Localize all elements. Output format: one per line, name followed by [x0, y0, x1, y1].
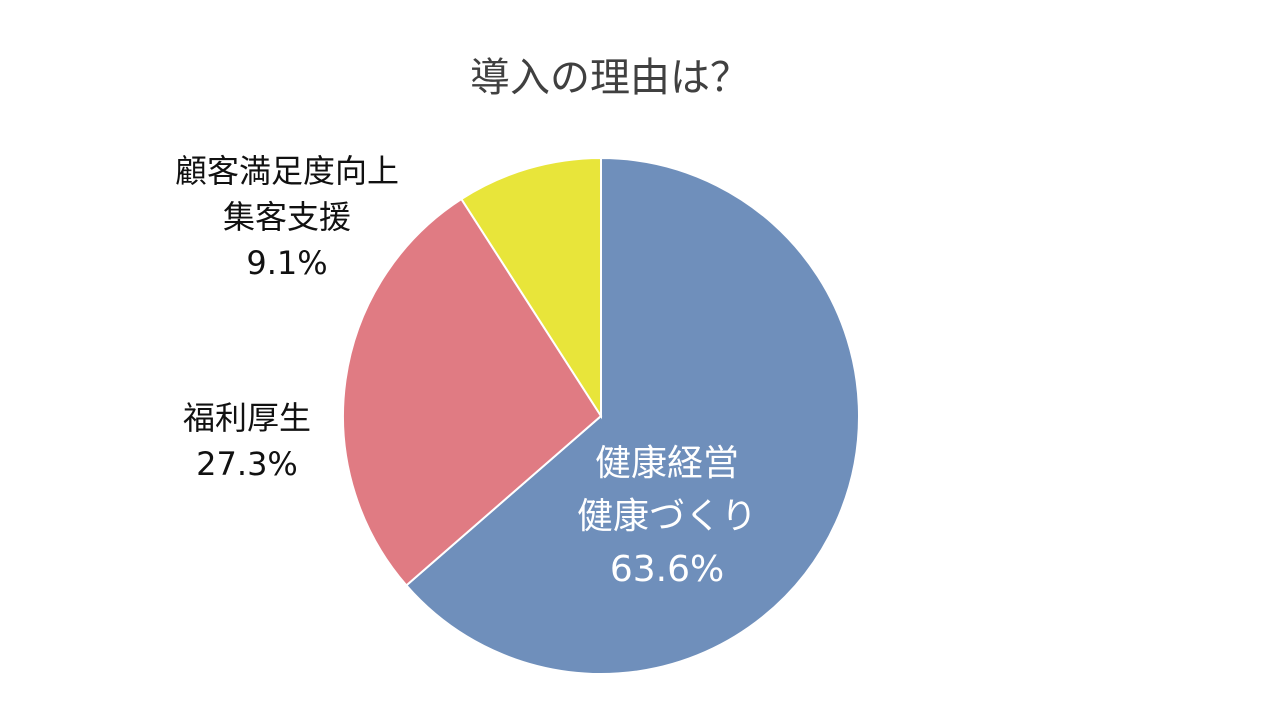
value-label: 27.3%: [196, 445, 298, 483]
slice-label: 顧客満足度向上: [175, 152, 399, 190]
slice-label: 福利厚生: [183, 399, 311, 437]
pie-slice: [404, 156, 860, 675]
pie-slice: [460, 156, 602, 420]
pie-slice: [342, 197, 603, 587]
slice-label: 集客支援: [223, 198, 351, 236]
slice-label: 健康づくり: [577, 496, 757, 537]
chart-title: 導入の理由は？: [470, 55, 750, 101]
slice-label: 健康経営: [595, 443, 739, 484]
value-label: 9.1%: [246, 244, 327, 282]
value-label: 63.6%: [610, 549, 724, 590]
